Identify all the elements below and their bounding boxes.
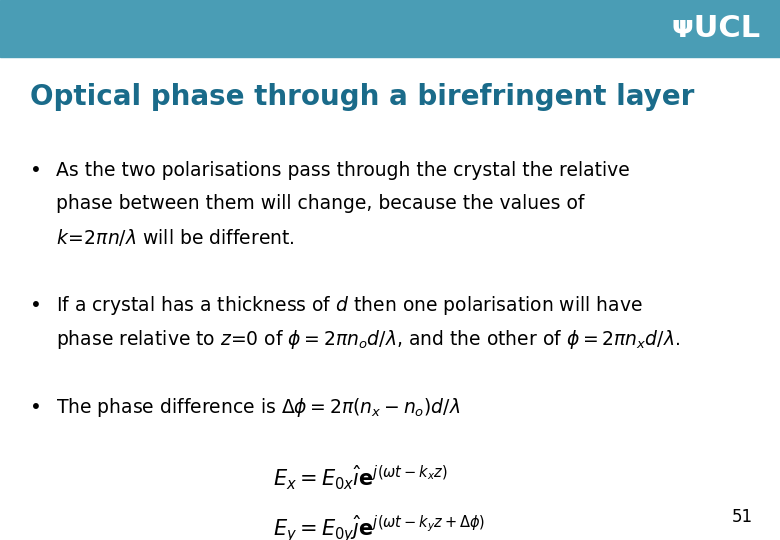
Text: As the two polarisations pass through the crystal the relative: As the two polarisations pass through th…: [56, 160, 630, 180]
Text: $E_y = E_{0y}\hat{\jmath}\mathbf{e}^{j(\omega t-k_y z+\Delta\phi)}$: $E_y = E_{0y}\hat{\jmath}\mathbf{e}^{j(\…: [273, 513, 485, 540]
Text: •: •: [30, 160, 41, 180]
Text: ᴪUCL: ᴪUCL: [670, 14, 760, 43]
Text: •: •: [30, 296, 41, 315]
Text: phase between them will change, because the values of: phase between them will change, because …: [56, 194, 584, 213]
Text: •: •: [30, 398, 41, 417]
Text: If a crystal has a thickness of $d$ then one polarisation will have: If a crystal has a thickness of $d$ then…: [56, 294, 643, 317]
Text: 51: 51: [732, 509, 753, 526]
Text: $E_x = E_{0x}\hat{\imath}\mathbf{e}^{j(\omega t-k_x z)}$: $E_x = E_{0x}\hat{\imath}\mathbf{e}^{j(\…: [273, 463, 448, 492]
Text: phase relative to $z$=0 of $\phi=2\pi n_o d/\lambda$, and the other of $\phi=2\p: phase relative to $z$=0 of $\phi=2\pi n_…: [56, 328, 680, 350]
Text: Optical phase through a birefringent layer: Optical phase through a birefringent lay…: [30, 83, 694, 111]
Bar: [0, 0, 780, 57]
Text: The phase difference is $\Delta\phi=2\pi(n_x-n_o)d/\lambda$: The phase difference is $\Delta\phi=2\pi…: [56, 396, 460, 419]
Text: $k\!=\!2\pi n/\lambda$ will be different.: $k\!=\!2\pi n/\lambda$ will be different…: [56, 227, 295, 247]
